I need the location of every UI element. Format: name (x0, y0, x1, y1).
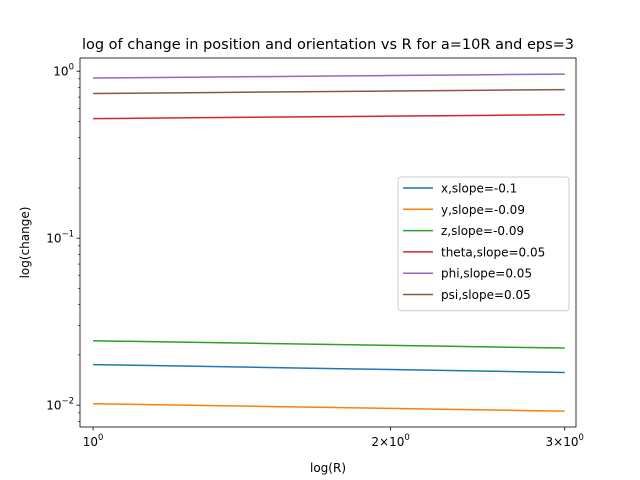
x-tick-base: 10 (563, 435, 578, 449)
series-line-0 (93, 363, 565, 374)
x-tick-base: 10 (83, 435, 98, 449)
legend-label: phi,slope=0.05 (441, 267, 532, 281)
chart-title: log of change in position and orientatio… (82, 37, 574, 53)
series-line-3 (93, 113, 565, 120)
series-line-4 (93, 73, 565, 79)
x-tick-exp: 0 (98, 433, 103, 443)
x-tick-exp: 0 (404, 433, 409, 443)
y-tick-label: 10−1 (46, 230, 74, 246)
legend-label: x,slope=-0.1 (441, 182, 517, 196)
x-axis-ticks: 100 2×100 3×100 (83, 427, 584, 449)
legend-box (397, 176, 570, 312)
y-tick-label: 10−2 (46, 397, 74, 413)
plot-area (79, 57, 577, 428)
y-tick-exp: −2 (61, 397, 74, 407)
legend-label: psi,slope=0.05 (441, 288, 531, 302)
y-tick-exp: −1 (61, 230, 74, 240)
y-tick-base: 10 (46, 399, 61, 413)
x-tick-label: 3×100 (545, 433, 583, 449)
legend-label: y,slope=-0.09 (441, 203, 525, 217)
legend: x,slope=-0.1 y,slope=-0.09 z,slope=-0.09 th… (397, 176, 570, 312)
series-lines (93, 73, 565, 412)
legend-label: theta,slope=0.05 (441, 245, 545, 259)
y-tick-exp: 0 (69, 63, 74, 73)
y-tick-base: 10 (46, 232, 61, 246)
x-tick-label: 100 (83, 433, 104, 449)
minor-ticks (78, 78, 80, 422)
y-tick-label: 100 (53, 63, 74, 79)
x-tick-exp: 0 (578, 433, 583, 443)
y-tick-base: 10 (53, 65, 68, 79)
x-tick-label: 2×100 (371, 433, 409, 449)
legend-label: z,slope=-0.09 (441, 224, 524, 238)
x-tick-base: 10 (389, 435, 404, 449)
series-line-1 (93, 402, 565, 412)
series-line-5 (93, 88, 565, 95)
y-axis-label: log(change) (18, 207, 32, 279)
x-axis-label: log(R) (310, 461, 346, 475)
series-line-2 (93, 340, 565, 349)
x-tick-coef: 2× (371, 435, 389, 449)
x-tick-coef: 3× (545, 435, 563, 449)
